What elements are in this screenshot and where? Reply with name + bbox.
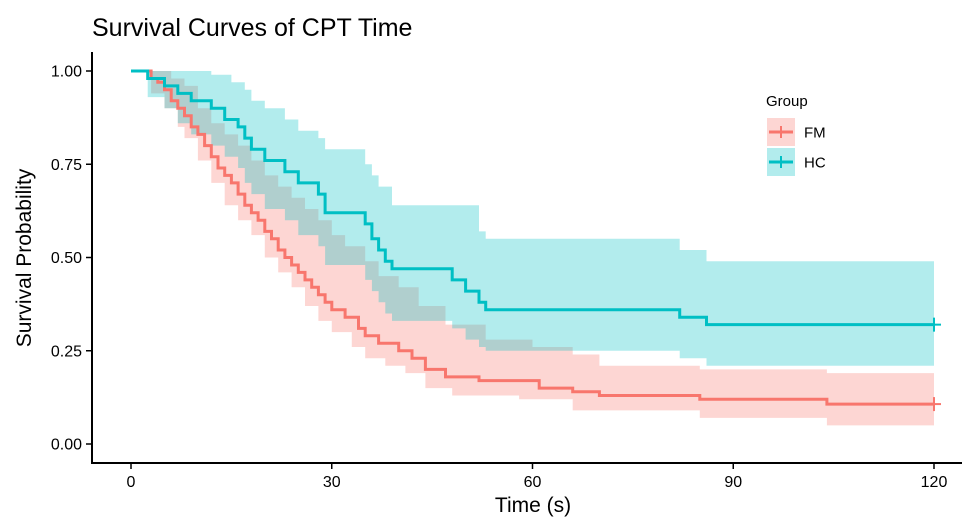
y-tick: 0.25 <box>51 343 92 360</box>
y-tick-label: 0.50 <box>51 250 82 267</box>
x-tick-label: 120 <box>921 474 948 491</box>
x-tick-label: 60 <box>524 474 542 491</box>
legend: Group FM HC <box>766 93 826 176</box>
chart-title: Survival Curves of CPT Time <box>92 14 412 42</box>
survival-curves <box>131 69 934 406</box>
legend-item-fm: FM <box>767 118 826 146</box>
legend-item-hc: HC <box>767 148 826 176</box>
x-tick-label: 0 <box>127 474 136 491</box>
x-tick-label: 90 <box>724 474 742 491</box>
y-tick: 0.50 <box>51 250 92 267</box>
x-tick: 30 <box>323 463 341 491</box>
y-tick: 1.00 <box>51 64 92 81</box>
legend-label-fm: FM <box>804 125 826 142</box>
x-tick: 90 <box>724 463 742 491</box>
censor-mark-hc <box>927 317 941 332</box>
y-axis-title: Survival Probability <box>13 168 36 347</box>
series-line-fm <box>131 69 934 406</box>
y-tick-label: 0.75 <box>51 157 82 174</box>
censor-mark-fm <box>927 397 941 412</box>
x-tick: 60 <box>524 463 542 491</box>
band-hc <box>131 71 934 366</box>
y-tick: 0.00 <box>51 437 92 454</box>
x-tick: 120 <box>921 463 948 491</box>
y-tick-label: 0.25 <box>51 343 82 360</box>
legend-title: Group <box>766 93 808 110</box>
x-axis-title: Time (s) <box>495 494 571 517</box>
y-tick: 0.75 <box>51 157 92 174</box>
y-tick-label: 0.00 <box>51 437 82 454</box>
series-line-hc <box>131 69 934 327</box>
y-axis-ticks: 0.00 0.25 0.50 0.75 1.00 <box>51 64 92 454</box>
x-axis-ticks: 0 30 60 90 120 <box>127 463 948 491</box>
legend-label-hc: HC <box>804 155 826 172</box>
y-tick-label: 1.00 <box>51 64 82 81</box>
band-fm <box>131 71 934 426</box>
censor-marks <box>927 317 941 412</box>
legend-items: FM HC <box>767 118 826 176</box>
x-tick: 0 <box>127 463 136 491</box>
x-tick-label: 30 <box>323 474 341 491</box>
confidence-bands <box>131 71 934 426</box>
